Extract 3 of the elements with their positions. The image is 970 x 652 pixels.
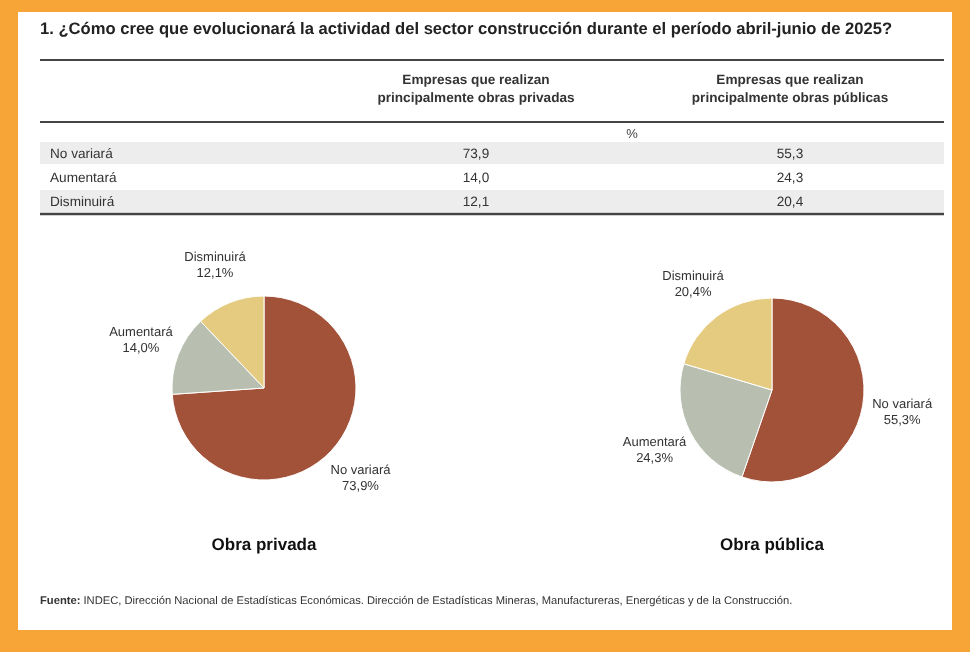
text: Obra privada <box>211 534 317 554</box>
text: Obra pública <box>720 534 825 554</box>
text: 1. ¿Cómo cree que evolucionará la actividad del sector construcción durante el período abril-junio de 2025? <box>40 18 893 38</box>
